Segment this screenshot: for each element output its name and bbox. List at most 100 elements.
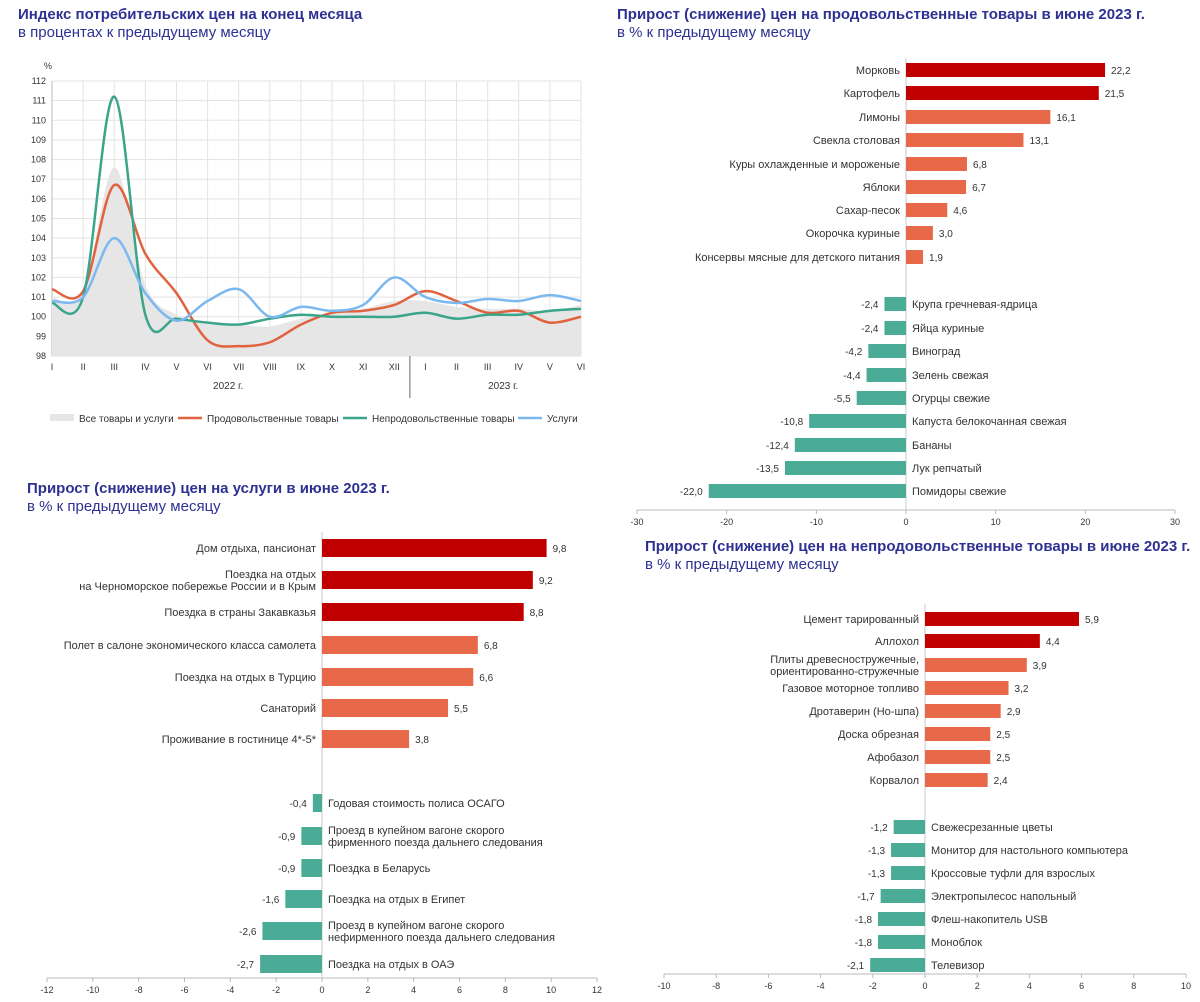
y-tick-label: 107 (31, 174, 46, 184)
bar-category-label: Зелень свежая (912, 370, 988, 382)
y-tick-label: 102 (31, 272, 46, 282)
series-line-services (51, 236, 582, 322)
bar-category-label: Телевизор (931, 960, 985, 972)
x-tick-label: -20 (720, 517, 733, 527)
y-axis-unit: % (44, 61, 52, 71)
legend-label: Непродовольственные товары (372, 414, 515, 425)
bar (891, 843, 925, 857)
services-chart-subtitle: в % к предыдущему месяцу (27, 498, 221, 515)
bar-value-label: 2,5 (996, 753, 1010, 764)
x-tick-label: 10 (546, 985, 556, 995)
bar-category-label: Моноблок (931, 937, 982, 949)
bar-value-label: 6,8 (484, 641, 498, 652)
bar-category-label: Годовая стоимость полиса ОСАГО (328, 798, 505, 810)
bar-category-label: Куры охлажденные и мороженые (729, 159, 900, 171)
bar (906, 133, 1024, 147)
bar-category-label: Окорочка куриные (806, 228, 900, 240)
year-label-2023: 2023 г. (488, 381, 518, 392)
bar-value-label: 3,9 (1033, 661, 1047, 672)
bar-value-label: 4,4 (1046, 637, 1060, 648)
bar-category-label: Доска обрезная (838, 729, 919, 741)
bar (285, 890, 322, 908)
x-tick-label: -4 (226, 985, 234, 995)
x-tick-label: 0 (922, 981, 927, 991)
bar-value-label: 3,8 (415, 735, 429, 746)
y-tick-label: 111 (32, 96, 46, 106)
bar (322, 603, 524, 621)
y-tick-label: 104 (31, 233, 46, 243)
bar (906, 226, 933, 240)
y-tick-label: 109 (31, 135, 46, 145)
bar-category-label: Свежесрезанные цветы (931, 822, 1053, 834)
nonfood-chart-subtitle: в % к предыдущему месяцу (645, 556, 839, 573)
cpi-chart-subtitle: в процентах к предыдущему месяцу (18, 24, 271, 41)
x-tick-label: -30 (630, 517, 643, 527)
bar-value-label: -1,3 (868, 846, 886, 857)
bar (906, 203, 948, 217)
bar-category-label: Проезд в купейном вагоне скорого нефирмен… (328, 920, 555, 944)
y-tick-label: 112 (32, 76, 46, 86)
x-tick-label: -4 (817, 981, 825, 991)
x-tick-label: 6 (457, 985, 462, 995)
x-tick-label: 8 (1131, 981, 1136, 991)
bar (322, 571, 533, 589)
bar-value-label: 3,2 (1015, 684, 1029, 695)
bar-category-label: Поездка в страны Закавказья (164, 607, 316, 619)
nonfood-bar-chart: -10 -8 -6 -4 -2 0 2 4 6 8 10 5,9 Цемент тарированный… (657, 604, 1191, 991)
legend-label: Все товары и услуги (79, 414, 174, 425)
x-tick-label: I (51, 362, 54, 372)
bar (262, 922, 322, 940)
bar-category-label: Плиты древесностружечные, ориентированно-… (770, 654, 919, 678)
bar-category-label: Лимоны (859, 112, 900, 124)
bar-value-label: 6,8 (973, 160, 987, 171)
bar-value-label: -4,2 (845, 347, 863, 358)
bar (866, 368, 906, 382)
food-bar-chart: -30 -20 -10 0 10 20 30 22,2 Морковь 21,5 Картофель… (630, 58, 1180, 527)
y-tick-label: 108 (31, 155, 46, 165)
x-tick-label: 10 (991, 517, 1001, 527)
x-tick-label: XII (389, 362, 400, 372)
bar (925, 727, 991, 741)
series-area-all-goods (52, 167, 581, 356)
bar (260, 955, 322, 973)
bar-category-label: Проезд в купейном вагоне скорого фирменно… (328, 825, 543, 849)
y-tick-label: 110 (32, 115, 46, 125)
y-tick-label: 98 (36, 351, 46, 361)
legend-label: Продовольственные товары (207, 414, 339, 425)
bar-value-label: 3,0 (939, 229, 953, 240)
bar-value-label: -2,6 (239, 927, 257, 938)
bar-category-label: Поездка на отдых в ОАЭ (328, 959, 454, 971)
bar (868, 344, 906, 358)
bar (906, 86, 1099, 100)
bar-value-label: 9,8 (553, 544, 567, 555)
bar (906, 63, 1106, 77)
bar-value-label: 2,9 (1007, 707, 1021, 718)
nonfood-prices-chart-panel: Прирост (снижение) цен на непродовольств… (645, 538, 1195, 998)
legend-label: Услуги (547, 414, 578, 425)
bar (884, 321, 906, 335)
y-tick-label: 100 (31, 312, 46, 322)
bar-value-label: -1,8 (855, 938, 873, 949)
x-tick-label: IX (297, 362, 306, 372)
bar (708, 484, 906, 498)
bar-category-label: Кроссовые туфли для взрослых (931, 868, 1095, 880)
x-tick-label: II (81, 362, 86, 372)
bar-category-label: Поездка на отдых на Черноморское побережь… (79, 569, 316, 593)
x-tick-label: 30 (1170, 517, 1180, 527)
series-line-food (51, 183, 582, 348)
bar-category-label: Свекла столовая (813, 135, 900, 147)
bar-category-label: Лук репчатый (912, 463, 982, 475)
bar-value-label: 8,8 (530, 608, 544, 619)
bar-category-label: Монитор для настольного компьютера (931, 845, 1129, 857)
bar (322, 668, 474, 686)
bar (794, 438, 906, 452)
bar-category-label: Картофель (844, 88, 901, 100)
cpi-line-chart: 98 99 100 101 102 103 104 105 106 107 108 109 110 111… (31, 61, 585, 425)
x-tick-label: VII (233, 362, 244, 372)
services-chart-title: Прирост (снижение) цен на услуги в июне … (27, 480, 390, 497)
bar (891, 866, 925, 880)
food-prices-chart-panel: Прирост (снижение) цен на продовольствен… (617, 6, 1192, 527)
bar-category-label: Капуста белокочанная свежая (912, 416, 1067, 428)
bar-value-label: -12,4 (766, 441, 789, 452)
bar-value-label: 5,5 (454, 704, 468, 715)
